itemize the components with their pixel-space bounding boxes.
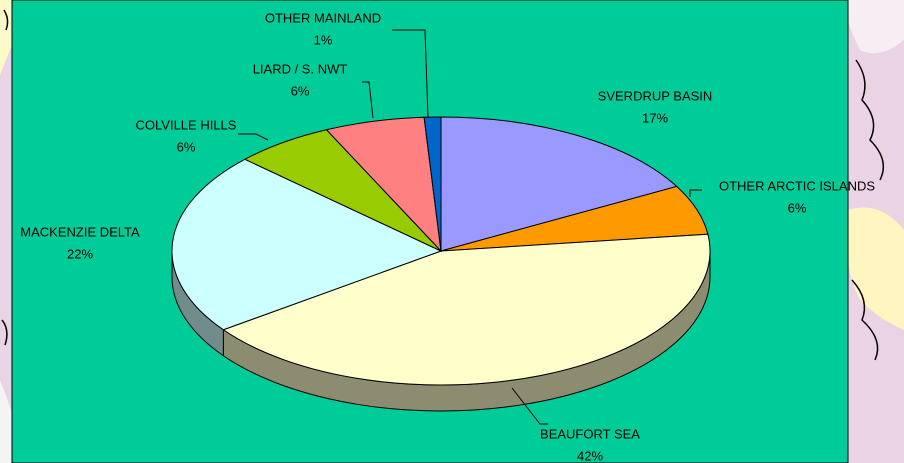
slice-label: MACKENZIE DELTA xyxy=(20,224,140,239)
pie-slice xyxy=(423,116,442,252)
leader-line xyxy=(392,29,429,119)
slice-percent: 1% xyxy=(314,32,333,47)
slice-percent: 6% xyxy=(291,83,310,98)
map-coastline xyxy=(1,9,9,346)
slice-percent: 42% xyxy=(577,448,603,463)
leader-lines xyxy=(238,29,702,425)
pie-slice xyxy=(222,233,711,386)
slice-percent: 6% xyxy=(177,139,196,154)
slice-percent: 6% xyxy=(788,200,807,215)
slice-label: OTHER ARCTIC ISLANDS xyxy=(719,178,875,193)
leader-line xyxy=(511,387,548,425)
slice-percent: 17% xyxy=(642,110,668,125)
slice-label: COLVILLE HILLS xyxy=(136,117,237,132)
map-area xyxy=(848,207,904,330)
slice-label: SVERDRUP BASIN xyxy=(598,88,713,103)
slice-percent: 22% xyxy=(67,246,93,261)
leader-line xyxy=(362,81,374,119)
data-labels: SVERDRUP BASIN 17% OTHER ARCTIC ISLANDS 6% B… xyxy=(20,10,875,463)
slice-label: BEAUFORT SEA xyxy=(540,426,640,441)
pie-tops xyxy=(171,116,711,386)
map-coastline xyxy=(855,59,885,181)
leader-line xyxy=(689,189,702,197)
slice-label: LIARD / S. NWT xyxy=(253,61,348,76)
map-area xyxy=(848,0,904,54)
pie-slice xyxy=(440,116,678,252)
leader-line xyxy=(238,133,269,141)
map-coastline xyxy=(851,279,879,361)
map-area xyxy=(0,0,14,75)
map-area xyxy=(0,380,14,463)
slice-label: OTHER MAINLAND xyxy=(265,10,381,25)
pie-slice xyxy=(171,158,443,331)
